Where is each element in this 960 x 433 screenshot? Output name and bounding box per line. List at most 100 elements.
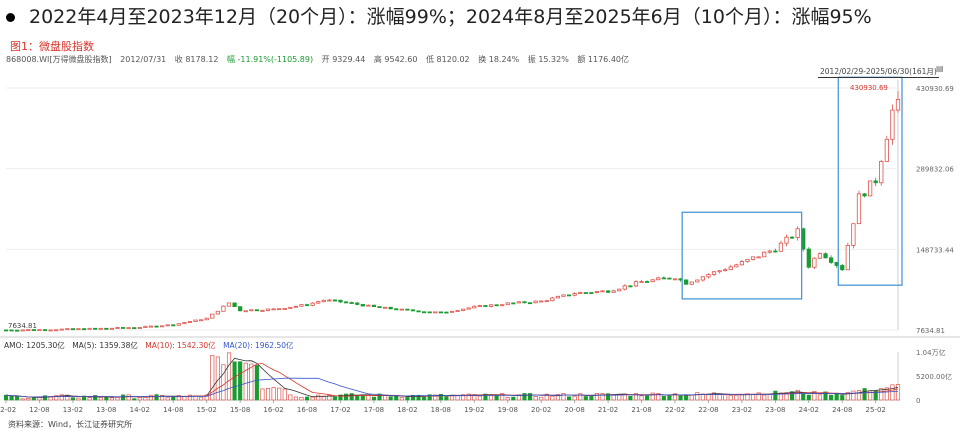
volume-bar	[371, 396, 377, 401]
x-tick-label: 16-08	[297, 406, 317, 414]
candle-body	[327, 299, 332, 302]
candle-body	[689, 281, 694, 285]
candle-body	[617, 288, 622, 292]
volume-bar	[277, 387, 282, 401]
volume-bar	[555, 394, 560, 401]
candle-body	[254, 309, 259, 312]
candle-body	[343, 301, 349, 304]
candle-body	[711, 271, 717, 275]
highlight-box	[681, 211, 803, 300]
candle-body	[511, 302, 516, 305]
volume-ma5-line	[5, 357, 899, 398]
volume-bar	[723, 394, 728, 401]
volume-bar	[734, 394, 739, 401]
volume-bar	[3, 394, 9, 401]
volume-bar	[823, 391, 828, 401]
volume-bar	[366, 394, 371, 401]
candle-body	[143, 325, 148, 328]
volume-bar	[210, 354, 215, 401]
volume-bar	[829, 394, 834, 401]
volume-bar	[76, 397, 81, 401]
volume-bar	[790, 391, 795, 401]
calendar-icon[interactable]: ▤	[936, 64, 944, 73]
volume-bar	[405, 397, 410, 401]
volume-bar	[483, 393, 488, 401]
candle-body	[199, 319, 204, 322]
candle-body	[656, 277, 661, 281]
volume-bar	[70, 397, 75, 401]
volume-bar	[756, 392, 761, 401]
candle-body	[817, 253, 823, 259]
volume-bar	[711, 392, 717, 401]
volume-bar	[767, 393, 772, 401]
candle-body	[795, 228, 800, 238]
price-axis-label: 430930.69	[916, 85, 954, 93]
volume-bar	[583, 396, 588, 401]
x-tick-label: 21-02	[598, 406, 618, 414]
candle-body	[650, 279, 655, 283]
volume-bar	[578, 393, 583, 401]
candle-body	[48, 329, 53, 332]
candle-body	[104, 327, 109, 330]
candle-body	[884, 138, 889, 162]
candle-body	[661, 277, 666, 280]
volume-bar	[656, 393, 661, 401]
candle-body	[461, 308, 466, 311]
candle-body	[76, 328, 81, 331]
bullet-icon	[6, 13, 15, 22]
volume-bar	[505, 397, 510, 401]
candle-body	[778, 242, 784, 252]
volume-bar	[477, 395, 482, 401]
candle-body	[120, 327, 126, 329]
volume-bar	[856, 390, 862, 401]
candle-body	[444, 311, 449, 314]
candle-body	[628, 285, 633, 288]
date-range-selector[interactable]: 2012/02/29-2025/06/30(161月)	[818, 67, 939, 78]
candle-body	[293, 305, 299, 308]
candle-body	[594, 291, 600, 293]
volume-ma5: MA(5): 1359.38亿	[72, 341, 138, 350]
volume-bar	[628, 395, 633, 401]
candle-body	[243, 310, 248, 313]
volume-bar	[890, 384, 895, 401]
candle-body	[812, 257, 817, 268]
volume-bar	[550, 395, 555, 401]
candle-body	[416, 310, 421, 313]
candle-body	[282, 308, 287, 310]
volume-bar	[661, 395, 666, 401]
x-tick-label: 19-02	[464, 406, 484, 414]
info-close: 收 8178.12	[174, 55, 219, 64]
volume-bar	[165, 397, 170, 401]
candle-body	[31, 329, 36, 332]
candle-body	[684, 279, 689, 285]
volume-bar	[817, 394, 823, 401]
candle-body	[455, 310, 460, 312]
candle-body	[148, 325, 154, 328]
volume-bar	[594, 393, 600, 401]
volume-bar	[26, 397, 31, 401]
info-change: 幅 -11.91%(-1105.89)	[226, 55, 314, 64]
volume-bar	[344, 393, 349, 401]
candle-body	[840, 265, 845, 271]
volume-bar	[355, 395, 360, 401]
volume-bar	[98, 397, 103, 401]
candle-body	[382, 306, 388, 309]
volume-bar	[115, 397, 120, 401]
info-amount: 额 1176.40亿	[577, 55, 629, 64]
volume-bar	[762, 394, 767, 401]
candle-body	[171, 324, 176, 327]
start-value-label: 7634.81	[8, 322, 37, 330]
volume-bar	[121, 394, 126, 401]
candle-body	[879, 160, 884, 184]
candle-body	[54, 329, 59, 332]
price-axis-label: 289832.06	[916, 166, 954, 174]
candle-body	[238, 306, 243, 312]
candle-body	[321, 299, 326, 303]
candle-body	[762, 251, 767, 258]
candle-body	[65, 328, 70, 331]
candle-body	[399, 308, 404, 311]
x-tick-label: 23-02	[732, 406, 752, 414]
candle-body	[890, 109, 895, 140]
volume-bar	[109, 397, 114, 401]
candle-body	[784, 236, 789, 244]
